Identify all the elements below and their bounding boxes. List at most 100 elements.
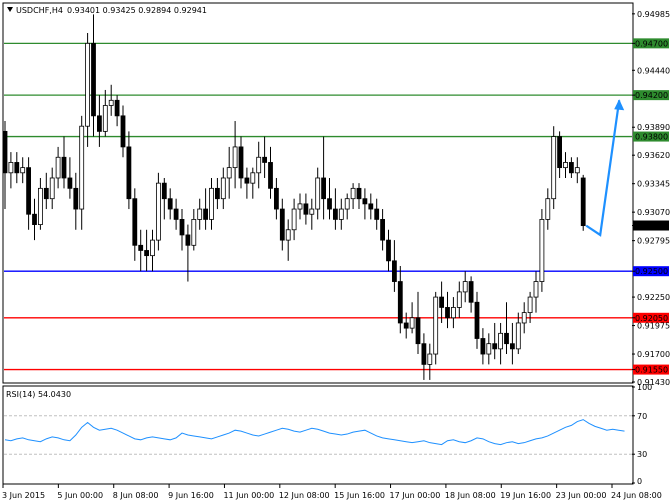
current-price-tag (633, 220, 669, 231)
candle-9 (55, 156, 61, 179)
candle-77 (456, 291, 462, 308)
candle-76 (450, 307, 456, 319)
candle-61 (362, 198, 368, 205)
level-label-4: 0.92050 (635, 314, 668, 323)
candle-35 (209, 187, 214, 220)
candle-0 (2, 130, 8, 174)
candle-32 (191, 219, 197, 246)
candle-30 (179, 219, 185, 236)
candle-60 (356, 187, 362, 200)
candle-12 (73, 187, 79, 210)
candles-layer (2, 14, 586, 380)
y-tick-label-2: 0.94440 (637, 66, 670, 75)
candle-88 (521, 312, 527, 324)
candle-80 (474, 301, 480, 339)
candle-17 (102, 105, 108, 132)
candle-1 (8, 162, 14, 174)
candle-64 (380, 219, 386, 241)
x-tick-label-11: 24 Jun 08:00 (611, 491, 662, 500)
levels-layer: 0.94700 0.94200 0.93800 0.92500 0.92050 0.915… (4, 38, 669, 375)
candle-91 (539, 219, 545, 282)
candle-13 (79, 125, 85, 210)
y-tick-label-7: 0.93070 (637, 208, 670, 217)
rsi-tick-label-0: 100 (637, 383, 652, 392)
candle-54 (321, 177, 327, 200)
candle-40 (238, 146, 244, 179)
candle-81 (480, 338, 486, 355)
candle-72 (427, 353, 433, 365)
candle-56 (332, 208, 338, 220)
candle-93 (551, 136, 557, 200)
time-axis: 3 Jun 2015 5 Jun 00:00 8 Jun 08:00 9 Jun 16… (2, 484, 662, 500)
forecast-arrow-head (614, 99, 625, 111)
level-tag-4 (633, 312, 669, 323)
candle-15 (91, 42, 96, 117)
candle-89 (527, 296, 533, 314)
x-tick-label-2: 8 Jun 08:00 (113, 491, 159, 500)
rsi-label: RSI(14) 54.0430 (6, 390, 71, 399)
candle-43 (256, 156, 262, 174)
rsi-layer (4, 415, 632, 455)
candle-68 (403, 322, 409, 329)
candle-16 (97, 115, 102, 132)
candle-92 (545, 198, 551, 220)
rsi-frame[interactable] (2, 385, 634, 485)
candle-26 (155, 182, 161, 241)
candle-8 (49, 177, 55, 200)
candle-7 (43, 187, 49, 200)
level-label-0: 0.94700 (635, 39, 668, 48)
level-label-3: 0.92500 (635, 267, 668, 276)
candle-50 (297, 203, 303, 210)
candle-94 (557, 136, 562, 169)
candle-25 (150, 239, 155, 257)
x-tick-label-4: 11 Jun 00:00 (223, 491, 274, 500)
x-tick-label-7: 17 Jun 00:00 (390, 491, 441, 500)
candle-38 (226, 167, 232, 179)
candle-62 (368, 203, 374, 210)
level-tag-5 (633, 364, 669, 375)
y-tick-label-14: 0.91700 (637, 350, 670, 359)
rsi-axis: 100 70 30 0 (632, 383, 652, 486)
level-tag-1 (633, 90, 669, 101)
candle-14 (85, 42, 90, 127)
candle-3 (20, 167, 26, 174)
x-tick-label-5: 12 Jun 08:00 (279, 491, 330, 500)
candle-28 (167, 198, 173, 210)
candle-86 (509, 343, 515, 350)
candle-41 (244, 177, 250, 184)
candle-78 (462, 281, 468, 293)
y-tick-label-5: 0.93620 (637, 151, 670, 160)
symbol-label: USDCHF,H4 (16, 6, 63, 15)
candle-95 (563, 162, 568, 169)
candle-73 (433, 296, 439, 355)
candle-58 (344, 198, 350, 210)
x-tick-label-8: 18 Jun 08:00 (445, 491, 496, 500)
candle-18 (108, 99, 114, 106)
x-tick-label-6: 15 Jun 16:00 (334, 491, 385, 500)
candle-10 (61, 156, 67, 179)
ohlc-values: 0.93401 0.93425 0.92894 0.92941 (67, 6, 207, 15)
candle-33 (197, 208, 203, 220)
level-label-1: 0.94200 (635, 91, 668, 100)
candle-23 (138, 244, 144, 251)
candle-96 (569, 162, 574, 174)
y-tick-label-9: 0.92795 (637, 237, 670, 246)
x-tick-label-9: 19 Jun 16:00 (500, 491, 551, 500)
x-tick-label-3: 9 Jun 16:00 (168, 491, 214, 500)
level-label-5: 0.91550 (635, 366, 668, 375)
level-label-2: 0.93800 (635, 133, 668, 142)
candle-85 (504, 332, 509, 345)
x-tick-label-0: 3 Jun 2015 (2, 491, 45, 500)
candle-37 (220, 177, 226, 200)
candle-65 (386, 239, 391, 262)
candle-11 (67, 177, 73, 189)
candle-74 (439, 296, 445, 308)
candle-31 (185, 234, 191, 246)
level-tag-2 (633, 131, 669, 142)
candle-71 (421, 343, 427, 365)
candle-90 (533, 281, 539, 298)
candle-53 (315, 177, 321, 210)
x-tick-label-1: 5 Jun 00:00 (57, 491, 103, 500)
candle-49 (291, 208, 297, 231)
